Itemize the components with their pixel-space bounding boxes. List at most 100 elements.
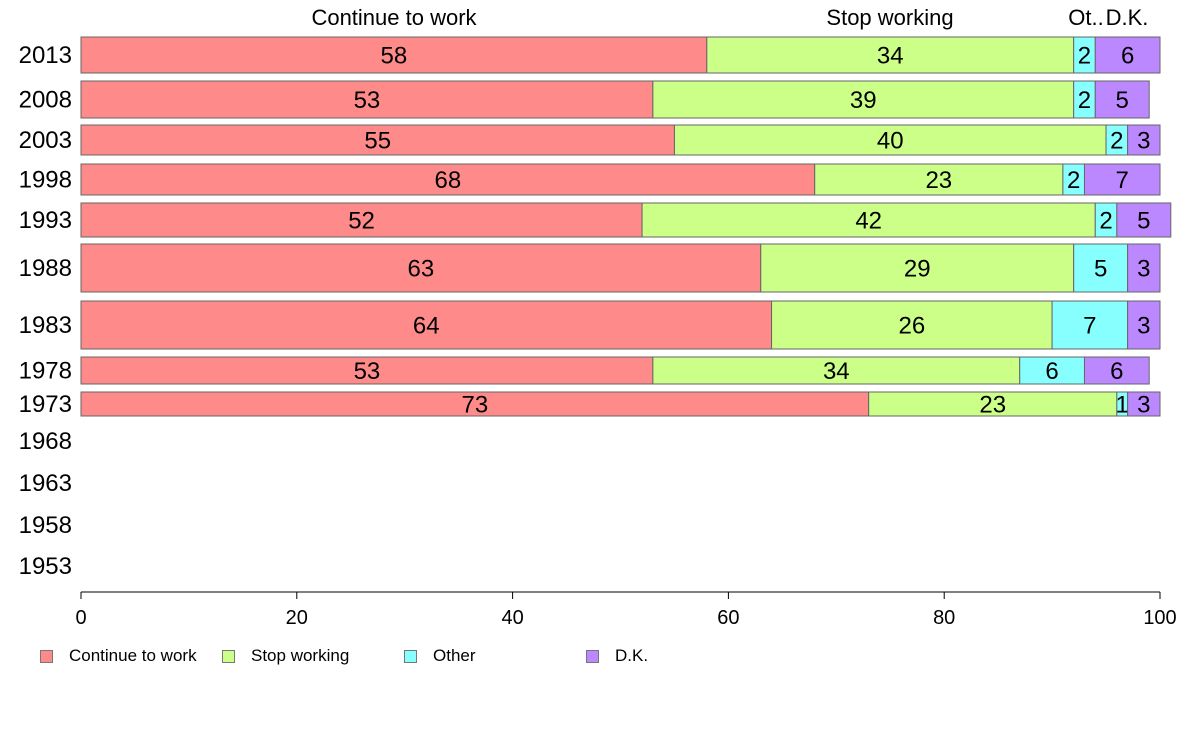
bar-1983-series-3 <box>1127 300 1161 350</box>
bar-2013-series-3 <box>1094 36 1161 74</box>
data-label-1973-series-2: 1 <box>1116 392 1129 419</box>
data-label-2008-series-0: 53 <box>354 87 381 114</box>
data-label-2013-series-2: 2 <box>1078 43 1091 70</box>
data-label-1998-series-1: 23 <box>925 167 952 194</box>
y-tick-label-1998: 1998 <box>19 167 72 194</box>
data-label-1998-series-0: 68 <box>435 167 462 194</box>
legend-label-1: Stop working <box>251 646 350 665</box>
bar-1988-series-1 <box>760 243 1075 293</box>
data-label-1993-series-1: 42 <box>855 208 882 235</box>
data-label-1978-series-1: 34 <box>823 358 850 385</box>
bar-2013-series-0 <box>80 36 708 74</box>
legend-item-0: Continue to work <box>40 646 197 666</box>
data-label-1983-series-3: 3 <box>1137 313 1150 340</box>
column-header-1: Stop working <box>826 5 953 30</box>
data-label-1978-series-0: 53 <box>354 358 381 385</box>
y-tick-label-1958: 1958 <box>19 512 72 539</box>
legend-label-0: Continue to work <box>69 646 197 665</box>
legend: Continue to work Stop working Other D.K. <box>40 646 740 668</box>
y-tick-label-1963: 1963 <box>19 470 72 497</box>
bar-1983-series-1 <box>771 300 1053 350</box>
legend-label-2: Other <box>433 646 476 665</box>
legend-label-3: D.K. <box>615 646 649 665</box>
data-label-2013-series-1: 34 <box>877 43 904 70</box>
y-tick-label-1983: 1983 <box>19 312 72 339</box>
data-label-2013-series-3: 6 <box>1121 43 1134 70</box>
x-tick-label-100: 100 <box>1143 607 1176 629</box>
bar-1993-series-0 <box>80 202 643 238</box>
x-tick-label-60: 60 <box>717 607 739 629</box>
data-label-1973-series-3: 3 <box>1137 392 1150 419</box>
bars: 58 34 2 653 39 2 555 40 2 368 23 2 752 42 2 563 29 5 364 26… <box>80 36 1172 419</box>
bar-1988-series-2 <box>1073 243 1129 293</box>
data-label-1993-series-2: 2 <box>1099 208 1112 235</box>
data-label-2003-series-2: 2 <box>1110 128 1123 155</box>
data-label-2008-series-3: 5 <box>1116 87 1129 114</box>
data-label-2003-series-3: 3 <box>1137 128 1150 155</box>
data-label-1988-series-0: 63 <box>408 256 435 283</box>
y-tick-label-2013: 2013 <box>19 42 72 69</box>
x-axis: 0 20 40 60 80 100 <box>75 591 1177 629</box>
bar-1998-series-0 <box>80 163 816 196</box>
x-tick-label-40: 40 <box>501 607 523 629</box>
data-label-1983-series-1: 26 <box>898 313 925 340</box>
data-label-2003-series-0: 55 <box>364 128 391 155</box>
bar-2003-series-3 <box>1127 124 1161 156</box>
data-label-1978-series-3: 6 <box>1110 358 1123 385</box>
bar-2003-series-1 <box>673 124 1107 156</box>
data-label-1978-series-2: 6 <box>1045 358 1058 385</box>
bar-2008-series-3 <box>1094 80 1150 119</box>
bar-2008-series-1 <box>652 80 1075 119</box>
data-label-1988-series-1: 29 <box>904 256 931 283</box>
column-header-3: D.K. <box>1106 5 1149 30</box>
legend-swatch-0 <box>40 649 53 663</box>
bar-1983-series-0 <box>80 300 773 350</box>
bar-1993-series-1 <box>641 202 1096 238</box>
bar-1973-series-3 <box>1127 391 1161 417</box>
y-axis-tick-labels: 2013 2008 2003 1998 1993 1988 1983 1978 1973 1968… <box>19 42 72 580</box>
y-tick-label-1978: 1978 <box>19 358 72 385</box>
data-label-1983-series-0: 64 <box>413 313 440 340</box>
legend-item-1: Stop working <box>222 646 349 666</box>
data-label-1988-series-3: 3 <box>1137 256 1150 283</box>
data-label-2008-series-1: 39 <box>850 87 877 114</box>
y-tick-label-1988: 1988 <box>19 255 72 282</box>
legend-item-2: Other <box>404 646 476 666</box>
bar-2003-series-0 <box>80 124 675 156</box>
bar-1978-series-3 <box>1083 356 1150 385</box>
data-label-1993-series-0: 52 <box>348 208 375 235</box>
bar-1993-series-3 <box>1116 202 1172 238</box>
legend-swatch-3 <box>586 649 599 663</box>
data-label-1983-series-2: 7 <box>1083 313 1096 340</box>
data-label-2013-series-0: 58 <box>381 43 408 70</box>
data-label-2008-series-2: 2 <box>1078 87 1091 114</box>
y-tick-label-1968: 1968 <box>19 428 72 455</box>
data-label-1993-series-3: 5 <box>1137 208 1150 235</box>
bar-1973-series-1 <box>868 391 1118 417</box>
column-headers: Continue to work Stop working Ot.. D.K. <box>311 5 1148 30</box>
y-tick-label-1993: 1993 <box>19 207 72 234</box>
bar-1978-series-0 <box>80 356 654 385</box>
bar-1998-series-1 <box>814 163 1064 196</box>
bar-1998-series-3 <box>1083 163 1161 196</box>
bar-2013-series-1 <box>706 36 1075 74</box>
legend-item-3: D.K. <box>586 646 648 666</box>
legend-swatch-2 <box>404 649 417 663</box>
x-tick-label-80: 80 <box>933 607 955 629</box>
data-label-1988-series-2: 5 <box>1094 256 1107 283</box>
data-label-1973-series-0: 73 <box>461 392 488 419</box>
data-label-1998-series-2: 2 <box>1067 167 1080 194</box>
x-tick-label-20: 20 <box>286 607 308 629</box>
legend-swatch-1 <box>222 649 235 663</box>
stacked-bar-chart: Continue to work Stop working Ot.. D.K. 201… <box>19 5 1177 629</box>
y-tick-label-2008: 2008 <box>19 87 72 114</box>
bar-1988-series-3 <box>1127 243 1161 293</box>
y-tick-label-1953: 1953 <box>19 553 72 580</box>
bar-2008-series-0 <box>80 80 654 119</box>
data-label-1998-series-3: 7 <box>1116 167 1129 194</box>
data-label-2003-series-1: 40 <box>877 128 904 155</box>
y-tick-label-2003: 2003 <box>19 127 72 154</box>
y-tick-label-1973: 1973 <box>19 391 72 418</box>
column-header-0: Continue to work <box>311 5 477 30</box>
bar-1973-series-0 <box>80 391 870 417</box>
